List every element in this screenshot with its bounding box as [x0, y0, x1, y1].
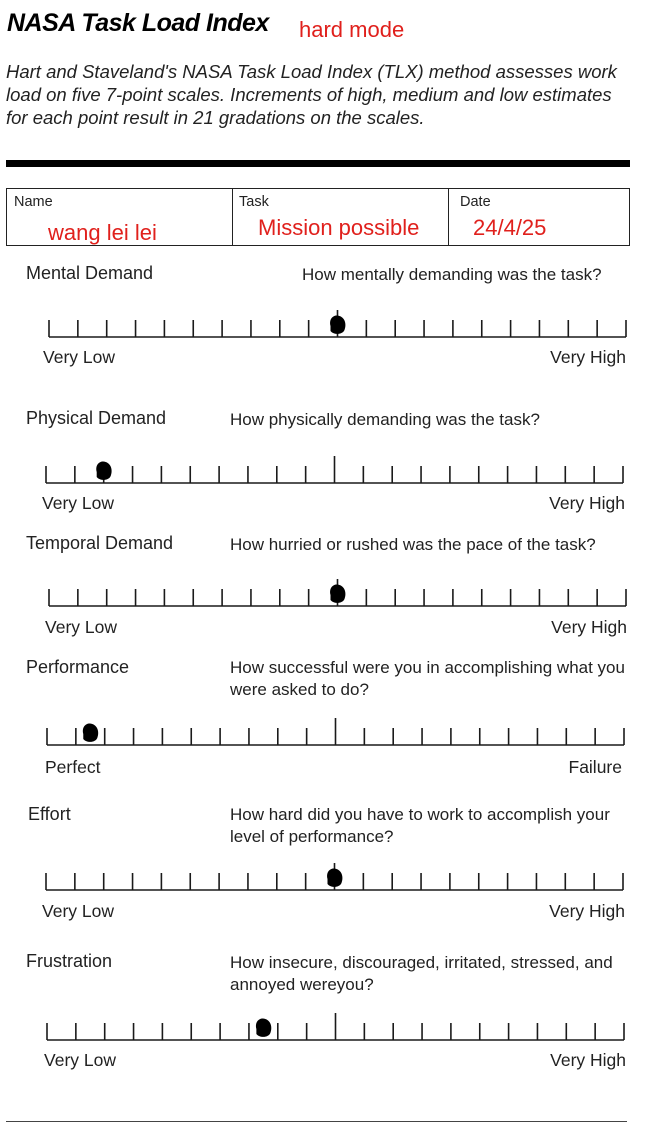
temporal-demand-question: How hurried or rushed was the pace of th…: [230, 535, 596, 554]
difficulty-note: hard mode: [299, 17, 405, 42]
task-field[interactable]: Mission possible: [258, 215, 420, 240]
rating-mark-blob: [82, 723, 99, 742]
frustration-low-label: Very Low: [44, 1050, 116, 1070]
form-description: Hart and Staveland's NASA Task Load Inde…: [6, 61, 617, 128]
temporal-demand-high-label: Very High: [551, 617, 627, 637]
rating-mark: [330, 584, 346, 603]
date-field[interactable]: 24/4/25: [473, 215, 547, 240]
performance-title: Performance: [26, 657, 130, 677]
rating-mark: [255, 1018, 272, 1037]
rating-mark: [82, 723, 99, 742]
rating-mark-blob: [330, 584, 346, 603]
effort-question: How hard did you have to work to accompl…: [230, 805, 610, 846]
form-title: NASA Task Load Index: [7, 9, 269, 37]
effort-high-label: Very High: [549, 901, 625, 921]
name-label: Name: [14, 194, 53, 210]
performance-low-label: Perfect: [45, 757, 101, 777]
task-label: Task: [239, 194, 269, 210]
temporal-demand-title: Temporal Demand: [26, 533, 174, 553]
frustration-title: Frustration: [26, 951, 113, 971]
info-table: [6, 188, 630, 246]
name-field[interactable]: wang lei lei: [48, 220, 157, 245]
physical-demand-high-label: Very High: [549, 493, 625, 513]
rating-mark-blob: [330, 315, 346, 334]
mental-demand-low-label: Very Low: [43, 347, 115, 367]
rating-mark: [330, 315, 346, 334]
rating-mark: [96, 461, 112, 480]
date-label: Date: [460, 194, 491, 210]
physical-demand-low-label: Very Low: [42, 493, 114, 513]
physical-demand-question: How physically demanding was the task?: [230, 410, 540, 429]
temporal-demand-low-label: Very Low: [45, 617, 117, 637]
header-divider: [6, 160, 630, 167]
footer-divider: [6, 1121, 627, 1122]
frustration-question: How insecure, discouraged, irritated, st…: [230, 953, 613, 994]
performance-question: How successful were you in accomplishing…: [230, 658, 625, 699]
rating-mark: [327, 868, 343, 887]
info-table-divider: [232, 188, 233, 246]
rating-mark-blob: [327, 868, 343, 887]
info-table-divider: [448, 188, 449, 246]
effort-title: Effort: [28, 804, 71, 824]
mental-demand-high-label: Very High: [550, 347, 626, 367]
performance-high-label: Failure: [568, 757, 623, 777]
mental-demand-title: Mental Demand: [26, 263, 154, 283]
mental-demand-question: How mentally demanding was the task?: [302, 265, 602, 284]
rating-mark-blob: [96, 461, 112, 480]
rating-mark-blob: [255, 1018, 272, 1037]
effort-low-label: Very Low: [42, 901, 114, 921]
frustration-high-label: Very High: [550, 1050, 626, 1070]
physical-demand-title: Physical Demand: [26, 408, 167, 428]
